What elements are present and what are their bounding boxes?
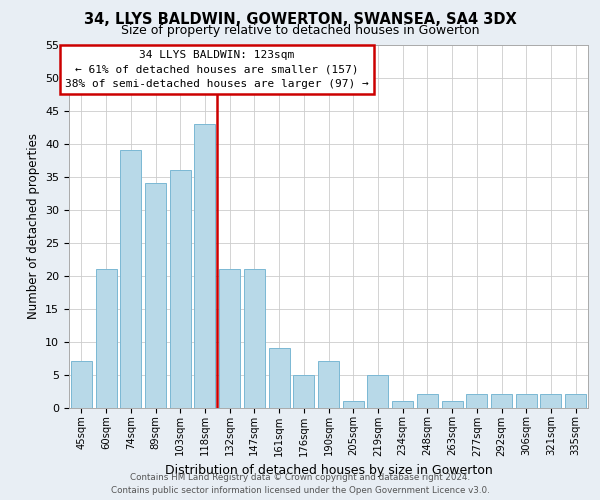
Bar xyxy=(71,362,92,408)
Bar xyxy=(343,401,364,407)
Y-axis label: Number of detached properties: Number of detached properties xyxy=(26,133,40,320)
Text: Size of property relative to detached houses in Gowerton: Size of property relative to detached ho… xyxy=(121,24,479,37)
Bar xyxy=(516,394,537,407)
Bar xyxy=(466,394,487,407)
Bar xyxy=(565,394,586,407)
Bar xyxy=(367,374,388,408)
Bar xyxy=(392,401,413,407)
Text: 34 LLYS BALDWIN: 123sqm
← 61% of detached houses are smaller (157)
38% of semi-d: 34 LLYS BALDWIN: 123sqm ← 61% of detache… xyxy=(65,50,369,89)
Bar xyxy=(145,184,166,408)
Bar xyxy=(491,394,512,407)
Bar xyxy=(293,374,314,408)
Bar xyxy=(170,170,191,408)
Bar xyxy=(541,394,562,407)
Bar xyxy=(442,401,463,407)
Text: 34, LLYS BALDWIN, GOWERTON, SWANSEA, SA4 3DX: 34, LLYS BALDWIN, GOWERTON, SWANSEA, SA4… xyxy=(83,12,517,28)
Bar xyxy=(219,269,240,407)
Bar xyxy=(95,269,116,407)
Bar xyxy=(269,348,290,408)
Bar xyxy=(194,124,215,408)
Bar xyxy=(318,362,339,408)
Text: Contains HM Land Registry data © Crown copyright and database right 2024.
Contai: Contains HM Land Registry data © Crown c… xyxy=(110,474,490,495)
X-axis label: Distribution of detached houses by size in Gowerton: Distribution of detached houses by size … xyxy=(164,464,493,477)
Bar xyxy=(417,394,438,407)
Bar xyxy=(244,269,265,407)
Bar xyxy=(120,150,141,408)
